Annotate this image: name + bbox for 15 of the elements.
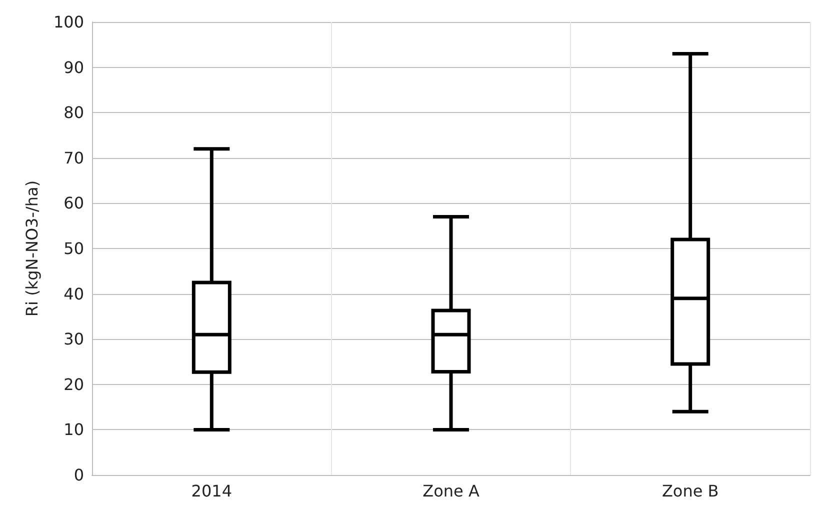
y-tick-label: 100 bbox=[53, 12, 84, 32]
y-tick-label: 90 bbox=[64, 58, 84, 77]
y-tick-label: 40 bbox=[64, 284, 84, 304]
x-tick-label: 2014 bbox=[191, 482, 232, 500]
x-tick-label: Zone B bbox=[662, 482, 719, 500]
y-tick-label: 60 bbox=[64, 194, 84, 213]
y-tick-label: 0 bbox=[74, 466, 84, 484]
y-axis-title: Ri (kgN-NO3-/ha) bbox=[22, 180, 42, 317]
y-tick-label: 30 bbox=[64, 330, 84, 349]
y-tick-label: 70 bbox=[64, 148, 84, 168]
y-tick-label: 10 bbox=[64, 420, 84, 440]
y-tick-label: 80 bbox=[64, 103, 84, 122]
x-tick-label: Zone A bbox=[422, 482, 480, 500]
y-tick-label: 20 bbox=[64, 374, 84, 394]
y-tick-label: 50 bbox=[64, 239, 84, 258]
